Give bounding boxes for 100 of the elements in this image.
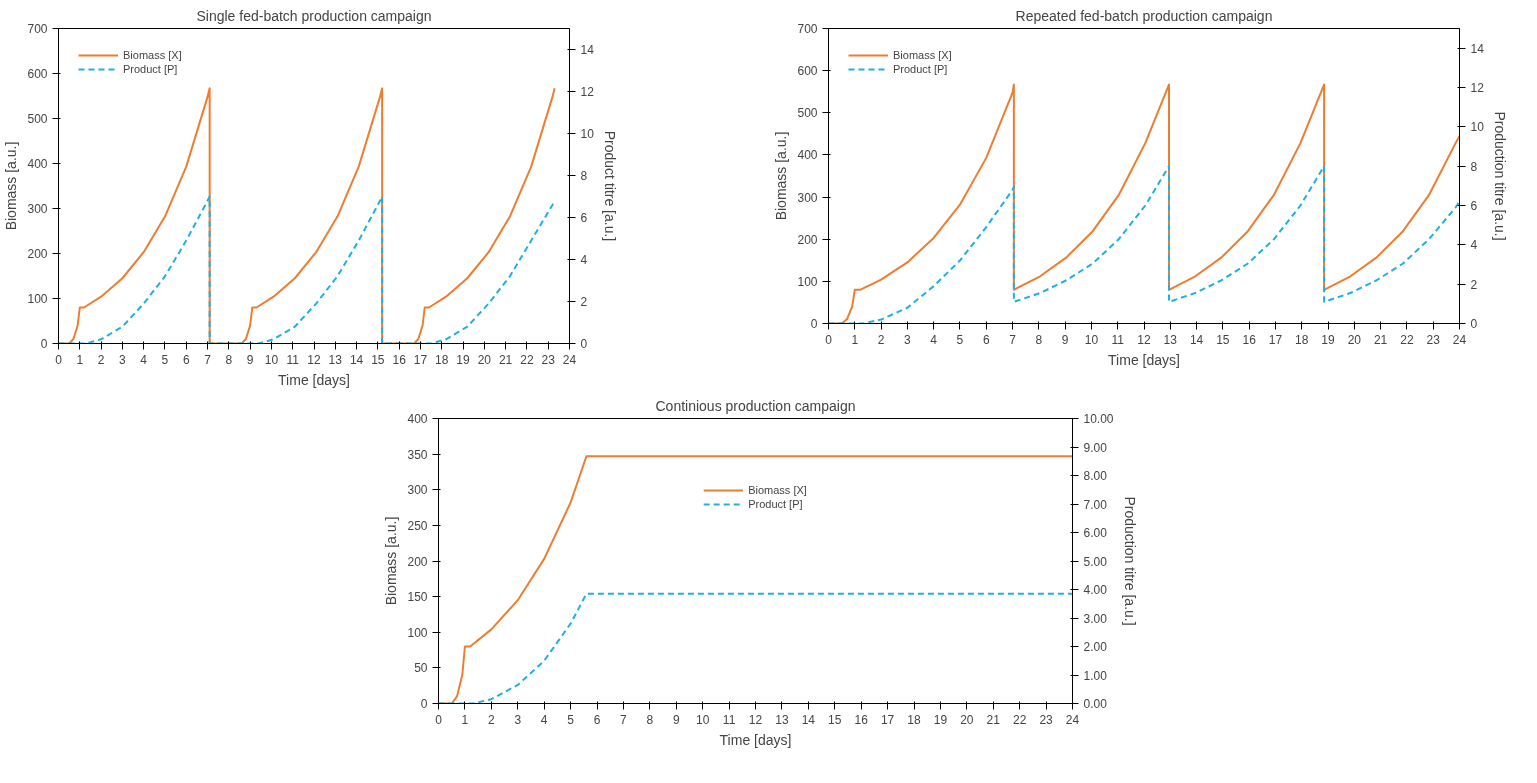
x-tick-label: 6 [593,712,601,727]
y2-tick-label: 14 [1470,41,1485,56]
y2-tick-label: 9.00 [1083,440,1108,455]
x-tick-label: 4 [140,352,148,367]
y-tick-label: 250 [407,518,428,533]
y-tick-label: 300 [407,483,428,498]
x-tick-label: 20 [960,712,974,727]
x-tick-label: 22 [1400,332,1414,347]
y-tick-label: 150 [407,590,428,605]
x-tick-label: 18 [907,712,921,727]
y-tick-label: 100 [27,292,48,306]
x-tick-label: 15 [828,712,842,727]
y-tick-label: 350 [407,447,428,462]
x-tick-label: 1 [461,712,469,727]
x-tick-label: 19 [933,712,948,727]
y2-tick-label: 0 [1470,317,1478,331]
x-tick-label: 12 [307,352,321,367]
x-tick-label: 11 [286,352,300,367]
x-tick-label: 17 [880,712,895,727]
x-tick-label: 9 [672,712,680,727]
y-tick-label: 600 [27,67,48,81]
y-tick-label: 500 [797,106,818,121]
x-tick-label: 10 [1084,332,1099,347]
x-tick-label: 6 [982,332,990,347]
y2-tick-label: 7.00 [1083,497,1108,512]
x-tick-label: 11 [1111,332,1125,347]
x-tick-label: 7 [204,352,212,367]
x-tick-label: 10 [695,712,710,727]
x-tick-label: 4 [930,332,938,347]
x-tick-label: 12 [748,712,763,727]
x-tick-label: 14 [801,712,816,727]
x-tick-label: 18 [435,352,449,367]
y2-tick-label: 12 [1470,81,1485,95]
x-tick-label: 16 [1242,332,1257,347]
y-tick-label: 600 [797,64,818,79]
x-tick-label: 22 [520,352,534,367]
y-axis-title: Biomass [a.u.] [3,141,20,231]
chart-title: Single fed-batch production campaign [196,7,432,24]
x-axis-title: Time [days] [278,371,350,388]
x-tick-label: 0 [435,712,443,727]
y-tick-label: 400 [27,157,48,171]
y2-tick-label: 0.00 [1083,697,1108,711]
x-tick-label: 3 [514,712,522,727]
x-tick-label: 18 [1295,332,1309,347]
legend-label: Biomass [X] [123,48,182,62]
x-axis-title: Time [days] [719,731,792,748]
y2-tick-label: 4.00 [1083,583,1108,597]
y2-tick-label: 10 [580,127,595,141]
y2-tick-label: 8.00 [1083,469,1108,483]
x-tick-label: 16 [392,352,407,367]
legend-label: Product [P] [748,497,803,511]
y2-tick-label: 10.00 [1083,412,1114,426]
y2-tick-label: 8 [1470,159,1478,174]
chart-title: Continious production campaign [655,397,856,414]
x-tick-label: 7 [1009,332,1017,347]
x-tick-label: 5 [161,352,169,367]
x-tick-label: 5 [956,332,964,347]
y2-tick-label: 6 [580,211,588,225]
x-tick-label: 0 [825,332,833,347]
x-tick-label: 4 [540,712,548,727]
y-tick-label: 200 [797,232,818,247]
x-tick-label: 0 [55,352,63,367]
x-tick-label: 1 [76,352,84,367]
x-tick-label: 23 [1039,712,1054,727]
y-tick-label: 0 [420,697,428,711]
y-tick-label: 400 [407,412,428,426]
x-tick-label: 23 [541,352,556,367]
x-tick-label: 8 [1035,332,1043,347]
y2-tick-label: 2 [580,295,588,309]
y-axis-title: Biomass [a.u.] [383,516,400,606]
y2-tick-label: 4 [580,253,588,267]
y-axis-title: Biomass [a.u.] [773,131,790,221]
y2-tick-label: 6.00 [1083,526,1108,540]
x-tick-label: 5 [567,712,575,727]
y-tick-label: 100 [407,625,428,640]
legend-label: Product [P] [893,62,948,76]
x-tick-label: 24 [1065,712,1080,727]
x-tick-label: 13 [1163,332,1178,347]
x-tick-label: 15 [371,352,385,367]
x-tick-label: 6 [182,352,190,367]
y2-tick-label: 8 [580,169,588,183]
x-tick-label: 8 [225,352,233,367]
chart-title: Repeated fed-batch production campaign [1015,7,1273,24]
x-tick-label: 8 [646,712,654,727]
x-tick-label: 13 [775,712,789,727]
x-tick-label: 17 [413,352,428,367]
x-tick-label: 1 [851,332,859,347]
x-tick-label: 21 [498,352,513,367]
x-tick-label: 3 [904,332,912,347]
y2-tick-label: 5.00 [1083,554,1108,569]
x-tick-label: 2 [488,712,495,727]
x-tick-label: 9 [1061,332,1069,347]
y-tick-label: 400 [797,148,818,163]
x-tick-label: 15 [1216,332,1230,347]
legend-label: Biomass [X] [893,48,952,62]
y2-tick-label: 3.00 [1083,611,1108,626]
x-tick-label: 19 [456,352,471,367]
legend-label: Product [P] [123,62,178,76]
y2-tick-label: 2.00 [1083,640,1108,654]
y2-axis-title: Production titre [a.u.] [1121,496,1138,626]
